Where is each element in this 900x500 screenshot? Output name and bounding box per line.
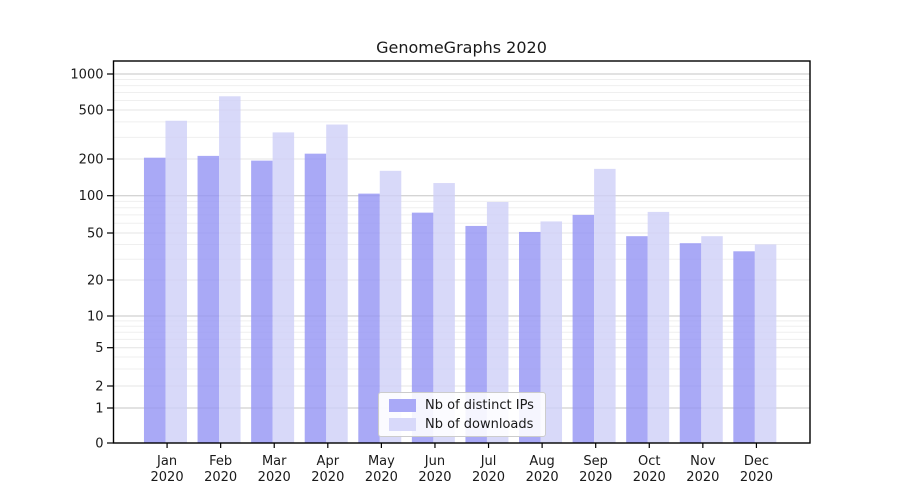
y-tick-label: 100: [79, 189, 104, 204]
bar-distinct-ips: [197, 155, 220, 444]
x-tick-label: May 2020: [365, 454, 398, 485]
x-tick-label: Jun 2020: [418, 454, 451, 485]
legend-label-ips: Nb of distinct IPs: [425, 397, 534, 413]
y-tick-label: 50: [87, 227, 104, 242]
bar-downloads: [219, 96, 241, 444]
y-tick-label: 1: [95, 402, 103, 417]
chart-title: GenomeGraphs 2020: [376, 38, 547, 57]
bar-distinct-ips: [465, 225, 487, 443]
bar-distinct-ips: [304, 153, 327, 443]
bar-downloads: [272, 132, 295, 443]
plot-frame: [112, 60, 811, 444]
y-tick-label: 200: [79, 153, 104, 168]
bar-distinct-ips: [572, 214, 595, 443]
legend-swatch-ips: [389, 398, 416, 412]
x-tick-label: Sep 2020: [579, 454, 612, 485]
y-tick-label: 10: [87, 310, 104, 325]
bar-downloads: [540, 221, 563, 443]
y-tick-label: 5: [95, 341, 103, 356]
legend-row-ips: Nb of distinct IPs: [379, 398, 545, 413]
bar-downloads: [433, 183, 455, 443]
y-tick-label: 500: [79, 104, 104, 119]
y-tick-label: 20: [87, 274, 104, 289]
bar-distinct-ips: [358, 193, 380, 443]
bar-distinct-ips: [519, 231, 541, 443]
x-tick-label: Oct 2020: [633, 454, 666, 485]
bar-downloads: [486, 201, 509, 443]
bar-downloads: [594, 168, 616, 443]
bar-downloads: [326, 124, 348, 443]
bar-downloads: [647, 211, 670, 443]
y-tick-label: 2: [95, 380, 103, 395]
bar-distinct-ips: [251, 160, 273, 443]
legend: Nb of distinct IPs Nb of downloads: [378, 392, 546, 437]
bar-distinct-ips: [143, 157, 166, 444]
x-tick-label: Nov 2020: [686, 454, 719, 485]
y-tick-label: 1000: [70, 68, 103, 83]
x-tick-label: Aug 2020: [526, 454, 559, 485]
legend-row-downloads: Nb of downloads: [379, 417, 545, 432]
legend-swatch-downloads: [389, 417, 416, 431]
x-tick-label: Dec 2020: [740, 454, 773, 485]
bar-downloads: [701, 236, 723, 443]
x-tick-label: Feb 2020: [204, 454, 237, 485]
legend-label-downloads: Nb of downloads: [425, 416, 534, 432]
x-tick-label: Jan 2020: [151, 454, 184, 485]
bar-distinct-ips: [679, 243, 702, 443]
bar-distinct-ips: [411, 212, 434, 443]
bar-distinct-ips: [626, 236, 648, 443]
bar-downloads: [165, 120, 187, 444]
bar-downloads: [379, 170, 402, 443]
y-tick-label: 0: [95, 437, 103, 452]
x-tick-label: Apr 2020: [311, 454, 344, 485]
bar-distinct-ips: [733, 251, 755, 443]
x-tick-label: Jul 2020: [472, 454, 505, 485]
bar-downloads: [754, 244, 777, 443]
x-tick-label: Mar 2020: [258, 454, 291, 485]
